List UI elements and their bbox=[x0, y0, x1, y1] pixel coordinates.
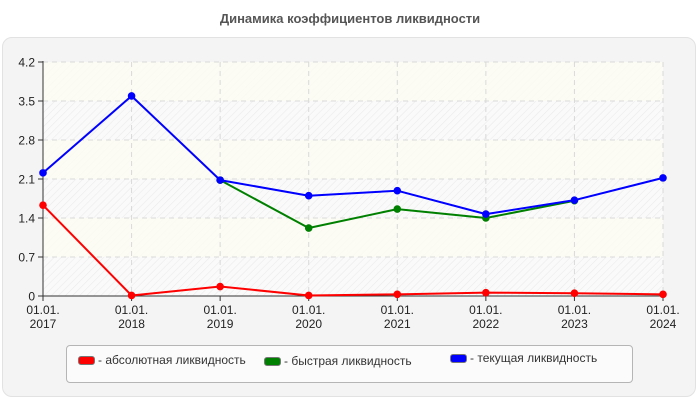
svg-text:01.01.: 01.01. bbox=[292, 303, 325, 317]
legend-item-absolute: - абсолютная ликвидность bbox=[78, 353, 246, 367]
svg-text:2023: 2023 bbox=[561, 317, 588, 331]
svg-text:2019: 2019 bbox=[207, 317, 234, 331]
svg-text:2.8: 2.8 bbox=[18, 134, 35, 148]
svg-text:2018: 2018 bbox=[118, 317, 145, 331]
gridlines bbox=[43, 61, 664, 296]
svg-text:01.01.: 01.01. bbox=[558, 303, 591, 317]
svg-text:4.2: 4.2 bbox=[18, 56, 35, 70]
svg-text:2.1: 2.1 bbox=[18, 173, 35, 187]
svg-text:01.01.: 01.01. bbox=[203, 303, 236, 317]
svg-text:0.7: 0.7 bbox=[18, 251, 35, 265]
series-lines bbox=[39, 92, 667, 300]
svg-text:0: 0 bbox=[28, 290, 35, 304]
legend-swatch-blue bbox=[450, 353, 467, 363]
legend-label: - текущая ликвидность bbox=[470, 351, 598, 365]
legend: - абсолютная ликвидность - быстрая ликви… bbox=[66, 345, 633, 383]
svg-text:01.01.: 01.01. bbox=[646, 303, 679, 317]
axes: 00.71.42.12.83.54.201.01.201701.01.20180… bbox=[18, 56, 679, 332]
legend-swatch-red bbox=[78, 355, 95, 365]
svg-text:01.01.: 01.01. bbox=[115, 303, 148, 317]
svg-text:2017: 2017 bbox=[30, 317, 57, 331]
svg-text:2024: 2024 bbox=[650, 317, 677, 331]
chart-title: Динамика коэффициентов ликвидности bbox=[219, 11, 481, 26]
svg-text:2022: 2022 bbox=[473, 317, 500, 331]
svg-text:3.5: 3.5 bbox=[18, 95, 35, 109]
legend-item-current: - текущая ликвидность bbox=[450, 351, 597, 365]
svg-text:01.01.: 01.01. bbox=[381, 303, 414, 317]
svg-text:2020: 2020 bbox=[295, 317, 322, 331]
legend-label: - быстрая ликвидность bbox=[284, 354, 412, 368]
legend-item-quick: - быстрая ликвидность bbox=[264, 354, 412, 368]
legend-swatch-green bbox=[264, 356, 281, 366]
svg-text:2021: 2021 bbox=[384, 317, 411, 331]
svg-text:01.01.: 01.01. bbox=[26, 303, 59, 317]
svg-text:01.01.: 01.01. bbox=[469, 303, 502, 317]
svg-text:1.4: 1.4 bbox=[18, 212, 35, 226]
legend-label: - абсолютная ликвидность bbox=[98, 353, 246, 367]
